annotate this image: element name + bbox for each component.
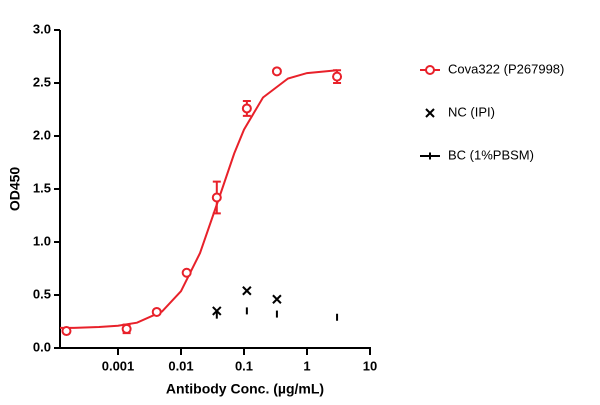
data-point bbox=[242, 286, 252, 296]
data-point bbox=[332, 71, 343, 82]
y-tick-label: 2.0 bbox=[33, 127, 51, 142]
y-tick-label: 2.5 bbox=[33, 74, 51, 89]
data-point bbox=[272, 294, 282, 304]
data-point bbox=[121, 323, 132, 334]
y-axis-title: OD450 bbox=[7, 167, 23, 212]
x-tick-label: 0.1 bbox=[235, 358, 253, 373]
data-point bbox=[271, 66, 282, 77]
legend-label: BC (1%PBSM) bbox=[448, 147, 534, 162]
data-point bbox=[241, 103, 252, 114]
data-point bbox=[61, 326, 72, 337]
legend-label: Cova322 (P267998) bbox=[448, 61, 564, 76]
x-axis-title: Antibody Conc. (µg/mL) bbox=[166, 381, 324, 397]
data-point bbox=[181, 267, 192, 278]
x-tick-label: 1 bbox=[303, 358, 310, 373]
legend-marker bbox=[425, 65, 435, 75]
x-tick-label: 0.001 bbox=[102, 358, 135, 373]
data-point bbox=[151, 306, 162, 317]
y-tick-label: 1.0 bbox=[33, 233, 51, 248]
x-tick-label: 10 bbox=[363, 358, 377, 373]
legend-marker bbox=[425, 108, 435, 118]
data-point bbox=[212, 306, 222, 316]
x-tick-label: 0.01 bbox=[168, 358, 193, 373]
legend-label: NC (IPI) bbox=[448, 104, 495, 119]
y-tick-label: 1.5 bbox=[33, 180, 51, 195]
y-tick-label: 0.5 bbox=[33, 286, 51, 301]
y-tick-label: 0.0 bbox=[33, 339, 51, 354]
y-tick-label: 3.0 bbox=[33, 21, 51, 36]
fit-curve bbox=[60, 69, 338, 329]
data-point bbox=[211, 192, 222, 203]
